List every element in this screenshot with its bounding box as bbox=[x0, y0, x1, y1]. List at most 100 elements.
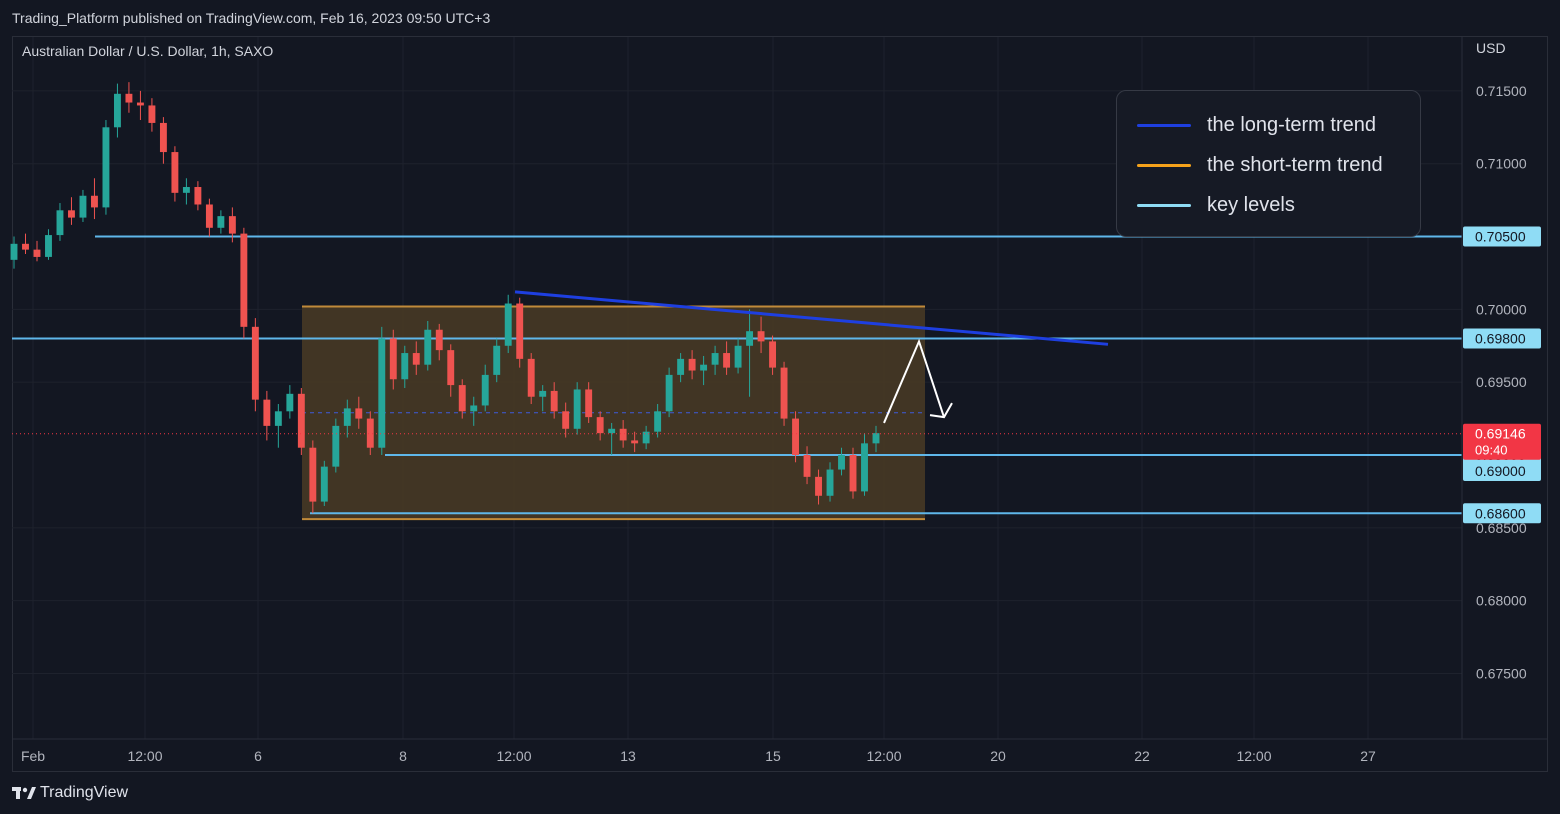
candle-body bbox=[838, 454, 845, 470]
candle-body bbox=[585, 389, 593, 418]
candle-body bbox=[642, 431, 650, 444]
candle-body bbox=[608, 428, 616, 434]
legend: the long-term trend the short-term trend… bbox=[1116, 90, 1421, 237]
footer[interactable]: TradingView bbox=[12, 784, 128, 802]
legend-item-long-term: the long-term trend bbox=[1137, 113, 1376, 137]
candle-body bbox=[136, 102, 144, 106]
candle-body bbox=[516, 303, 524, 359]
candle-body bbox=[447, 350, 455, 386]
candle-body bbox=[665, 374, 673, 412]
candle-body bbox=[378, 338, 386, 448]
candle-body bbox=[619, 428, 627, 441]
current-price-label: 0.69146 bbox=[1475, 426, 1526, 442]
candle-body bbox=[68, 210, 75, 218]
time-axis: Feb 12:00 6 8 12:00 13 15 12:00 20 22 12:00 27 bbox=[12, 738, 1548, 764]
candle-body bbox=[458, 385, 466, 412]
candle-body bbox=[792, 418, 799, 455]
key-level-label: 0.68600 bbox=[1475, 505, 1526, 521]
candle-body bbox=[56, 210, 64, 236]
candle-body bbox=[194, 187, 202, 205]
candle-body bbox=[757, 331, 765, 342]
publisher-line: Trading_Platform published on TradingVie… bbox=[12, 10, 491, 26]
candle-body bbox=[780, 367, 788, 419]
legend-item-key-levels: key levels bbox=[1137, 193, 1295, 217]
legend-label-short-term: the short-term trend bbox=[1207, 153, 1383, 176]
overlays bbox=[12, 290, 1462, 435]
price-tick-label: 0.67500 bbox=[1476, 665, 1527, 681]
projection-path bbox=[883, 338, 945, 424]
legend-swatch-long-term bbox=[1137, 123, 1191, 127]
candle-body bbox=[470, 405, 478, 412]
candle-body bbox=[332, 425, 340, 467]
candle-body bbox=[309, 447, 317, 502]
key-level-label-bg bbox=[1463, 328, 1541, 349]
legend-swatch-short-term bbox=[1137, 163, 1191, 167]
time-tick-label: 12:00 bbox=[127, 748, 162, 764]
time-tick-label: 12:00 bbox=[496, 748, 531, 764]
candles bbox=[10, 82, 880, 514]
candle-body bbox=[826, 469, 834, 496]
candle-body bbox=[113, 93, 121, 128]
price-axis: 0.71500 0.71000 0.70000 0.69500 0.68500 0.680… bbox=[1461, 37, 1541, 739]
candle-body bbox=[700, 364, 708, 371]
candle-body bbox=[148, 105, 156, 123]
symbol-line: Australian Dollar / U.S. Dollar, 1h, SAX… bbox=[22, 43, 273, 59]
candle-body bbox=[631, 440, 639, 444]
time-tick-label: 15 bbox=[765, 748, 781, 764]
footer-brand: TradingView bbox=[40, 784, 129, 801]
legend-swatch-key-levels bbox=[1137, 203, 1191, 207]
candle-body bbox=[596, 417, 604, 434]
candle-body bbox=[481, 374, 489, 406]
time-tick-label: 27 bbox=[1360, 748, 1376, 764]
candle-body bbox=[539, 390, 547, 397]
candle-body bbox=[573, 389, 581, 429]
candle-body bbox=[355, 408, 363, 419]
legend-label-long-term: the long-term trend bbox=[1207, 113, 1376, 136]
tradingview-logo-icon bbox=[12, 787, 36, 799]
time-tick-label: 12:00 bbox=[866, 748, 901, 764]
key-level-label: 0.70500 bbox=[1475, 229, 1526, 245]
key-level-label-bg bbox=[1463, 226, 1541, 247]
legend-item-short-term: the short-term trend bbox=[1137, 153, 1383, 177]
candle-body bbox=[228, 216, 236, 234]
candle-body bbox=[22, 243, 29, 250]
candle-body bbox=[10, 243, 18, 260]
price-tick-label: 0.68000 bbox=[1476, 593, 1527, 609]
candle-body bbox=[343, 408, 351, 426]
time-tick-label: Feb bbox=[21, 748, 45, 764]
candle-body bbox=[803, 454, 811, 477]
candle-body bbox=[711, 353, 719, 365]
candle-body bbox=[320, 466, 328, 502]
projection-arrowhead-icon bbox=[929, 402, 953, 419]
currency-label: USD bbox=[1476, 40, 1506, 56]
candle-body bbox=[33, 249, 41, 257]
candle-body bbox=[125, 93, 133, 103]
key-level-label-bg bbox=[1463, 503, 1541, 524]
price-tick-label: 0.71500 bbox=[1476, 83, 1527, 99]
candle-body bbox=[527, 358, 535, 397]
chart-frame bbox=[12, 36, 1548, 772]
key-level-label-bg bbox=[1463, 460, 1541, 481]
candle-body bbox=[389, 338, 397, 380]
candle-body bbox=[401, 353, 409, 380]
candle-body bbox=[205, 204, 213, 228]
candle-body bbox=[286, 393, 294, 412]
price-tick-label: 0.70000 bbox=[1476, 301, 1527, 317]
candle-body bbox=[412, 353, 420, 365]
candle-body bbox=[424, 329, 432, 365]
candle-body bbox=[45, 235, 52, 257]
price-tick-label: 0.71000 bbox=[1476, 156, 1527, 172]
candle-body bbox=[654, 411, 662, 432]
time-tick-label: 6 bbox=[254, 748, 262, 764]
legend-label-key-levels: key levels bbox=[1207, 193, 1295, 216]
candle-body bbox=[79, 195, 87, 218]
candle-body bbox=[677, 358, 685, 375]
candle-body bbox=[550, 390, 558, 412]
candle-body bbox=[102, 127, 110, 208]
candle-body bbox=[562, 411, 570, 429]
time-tick-label: 13 bbox=[620, 748, 636, 764]
key-level-label: 0.69800 bbox=[1475, 330, 1526, 346]
candle-body bbox=[504, 303, 512, 346]
candle-body bbox=[493, 345, 501, 375]
